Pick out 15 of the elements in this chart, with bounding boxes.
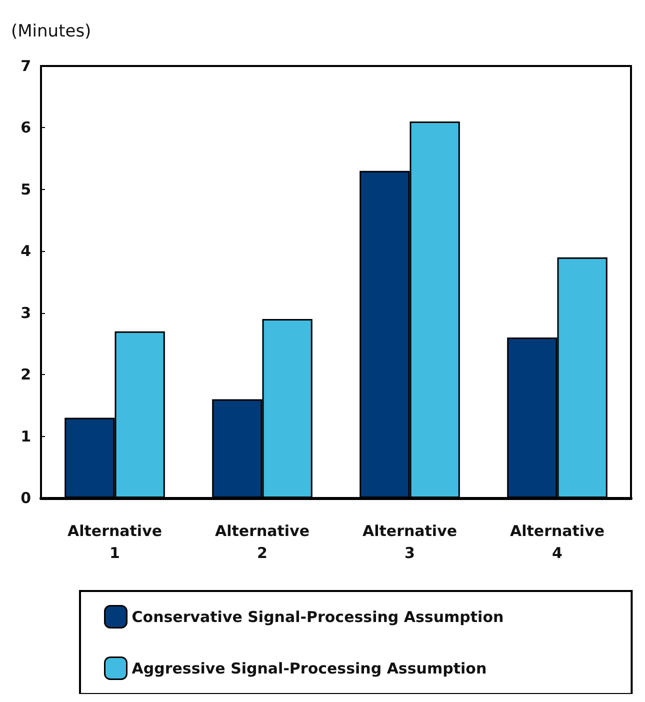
x-tick-label: Alternative 1 [67,522,162,562]
legend-label: Aggressive Signal-Processing Assumption [132,659,487,678]
x-tick-label: Alternative 3 [362,522,458,562]
y-tick-label: 7 [20,57,31,75]
y-tick-label: 6 [20,118,31,137]
x-tick-label: Alternative 2 [214,522,310,562]
y-tick-label: 5 [20,180,31,198]
x-tick-label: Alternative 4 [510,522,605,562]
y-tick-label: 1 [20,427,31,446]
y-tick-label: 0 [20,489,31,507]
legend-label: Conservative Signal-Processing Assumption [132,608,504,626]
y-axis-title: (Minutes) [11,22,92,42]
y-tick-label: 2 [20,366,31,384]
y-tick-label: 4 [20,242,31,260]
y-tick-label: 3 [20,304,31,322]
